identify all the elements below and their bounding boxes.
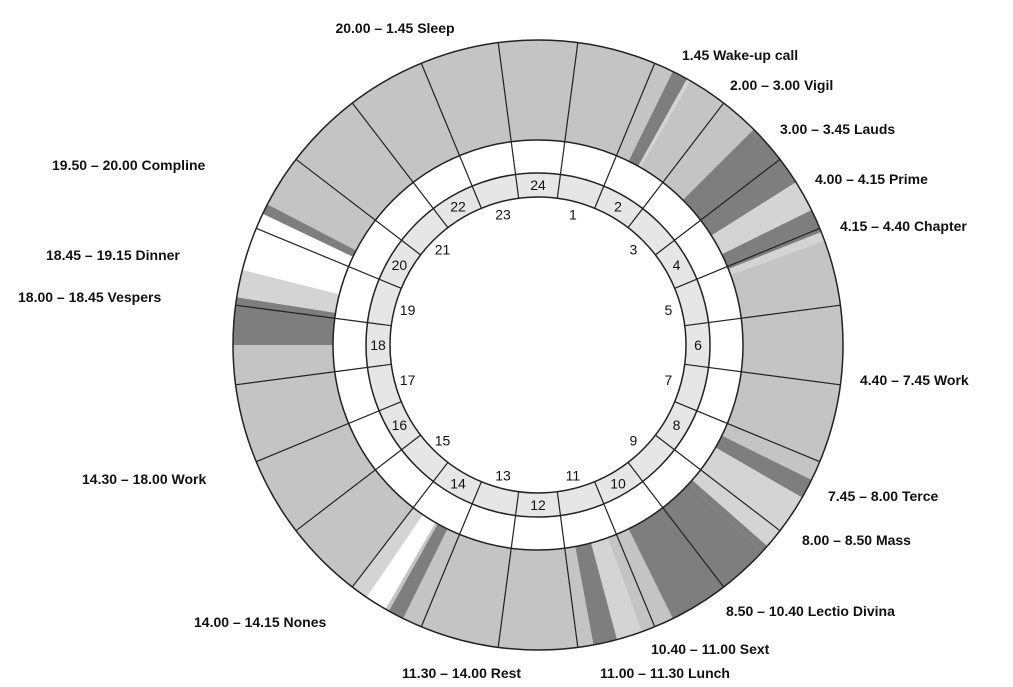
hour-spoke-11 xyxy=(594,481,656,628)
activity-segment-18 xyxy=(236,285,337,313)
hour-spoke-9 xyxy=(655,434,781,532)
hour-number-10: 10 xyxy=(610,476,626,492)
hour-spoke-13 xyxy=(497,491,520,648)
hour-spoke-24 xyxy=(497,42,520,199)
activity-labels: 20.00 – 1.45 Sleep 1.45 Wake-up call 2.0… xyxy=(18,20,969,681)
activity-label-work-morning: 4.40 – 7.45 Work xyxy=(860,372,969,388)
activity-label-nones: 14.00 – 14.15 Nones xyxy=(194,614,327,630)
activity-segment-10 xyxy=(688,480,768,553)
hour-number-17: 17 xyxy=(400,372,416,388)
activity-segment-6 xyxy=(721,210,822,270)
activity-segment-11 xyxy=(628,484,762,619)
activity-label-vigil: 2.00 – 3.00 Vigil xyxy=(730,77,833,93)
hour-number-19: 19 xyxy=(400,302,416,318)
hour-number-18: 18 xyxy=(370,337,386,353)
hour-spoke-12 xyxy=(556,491,579,648)
hour-number-16: 16 xyxy=(392,417,408,433)
activity-segment-14 xyxy=(388,523,448,619)
activity-label-vespers: 18.00 – 18.45 Vespers xyxy=(18,289,161,305)
hour-spoke-18 xyxy=(235,363,392,386)
hour-number-23: 23 xyxy=(495,207,511,223)
clock-rings xyxy=(232,39,844,651)
activity-segment-15 xyxy=(366,514,436,610)
hour-spoke-21 xyxy=(295,158,421,256)
activity-segment-2 xyxy=(682,129,796,236)
hour-number-14: 14 xyxy=(450,476,466,492)
activity-segment-4 xyxy=(715,192,808,250)
hour-number-15: 15 xyxy=(435,432,451,448)
activity-label-mass: 8.00 – 8.50 Mass xyxy=(802,532,911,548)
hour-number-5: 5 xyxy=(665,302,673,318)
activity-segment-17 xyxy=(233,297,336,345)
hour-number-3: 3 xyxy=(630,242,638,258)
activity-segment-9 xyxy=(692,447,803,547)
hour-number-1: 1 xyxy=(569,207,577,223)
hour-number-21: 21 xyxy=(435,242,451,258)
activity-segment-16 xyxy=(352,507,423,598)
hour-spoke-7 xyxy=(684,363,841,386)
hour-spoke-15 xyxy=(351,462,449,588)
activity-label-dinner: 18.45 – 19.15 Dinner xyxy=(46,247,180,263)
hour-number-8: 8 xyxy=(673,417,681,433)
hour-number-7: 7 xyxy=(665,372,673,388)
activity-label-sleep: 20.00 – 1.45 Sleep xyxy=(335,20,454,36)
hour-number-13: 13 xyxy=(495,467,511,483)
activity-segment-12 xyxy=(591,537,643,640)
hour-number-20: 20 xyxy=(392,257,408,273)
hour-spoke-6 xyxy=(684,304,841,327)
activity-label-sext: 10.40 – 11.00 Sext xyxy=(651,641,770,657)
hour-spoke-17 xyxy=(255,401,402,463)
activity-label-prime: 4.00 – 4.15 Prime xyxy=(815,171,928,187)
hour-spoke-10 xyxy=(627,462,725,588)
activity-segment-8 xyxy=(715,435,812,498)
hour-spokes xyxy=(235,42,841,648)
hour-spoke-1 xyxy=(556,42,579,199)
activity-label-work-afternoon: 14.30 – 18.00 Work xyxy=(82,471,206,487)
hour-spoke-19 xyxy=(235,304,392,327)
hour-spoke-2 xyxy=(594,62,656,209)
activity-segment-19 xyxy=(238,269,340,306)
hour-number-12: 12 xyxy=(530,497,546,513)
hour-spoke-22 xyxy=(351,102,449,228)
activity-segment-21 xyxy=(262,204,357,257)
activity-segment-3 xyxy=(711,182,803,243)
activity-segment-7 xyxy=(728,231,825,276)
outer-edge xyxy=(232,39,844,651)
activity-label-terce: 7.45 – 8.00 Terce xyxy=(828,488,938,504)
hour-spoke-16 xyxy=(295,434,421,532)
hour-number-4: 4 xyxy=(673,257,681,273)
hour-number-11: 11 xyxy=(566,467,581,483)
hour-spoke-8 xyxy=(674,401,821,463)
activity-segment-13 xyxy=(575,543,617,645)
hour-spoke-23 xyxy=(420,62,482,209)
hour-number-22: 22 xyxy=(450,198,466,214)
activity-segment-1 xyxy=(638,78,691,168)
activity-label-lunch: 11.00 – 11.30 Lunch xyxy=(600,665,730,681)
clock-center xyxy=(389,196,687,494)
activity-label-chapter: 4.15 – 4.40 Chapter xyxy=(840,218,967,234)
activity-segment-5 xyxy=(719,202,812,255)
hour-number-9: 9 xyxy=(630,432,638,448)
activity-segment-0 xyxy=(628,71,688,167)
hour-number-24: 24 xyxy=(530,177,546,193)
activity-label-wake-up-call: 1.45 Wake-up call xyxy=(682,47,798,63)
hour-spoke-14 xyxy=(420,481,482,628)
activity-label-rest: 11.30 – 14.00 Rest xyxy=(402,665,521,681)
activity-label-compline: 19.50 – 20.00 Compline xyxy=(52,157,206,173)
hour-spoke-5 xyxy=(674,227,821,289)
hour-number-6: 6 xyxy=(694,337,702,353)
activity-label-lauds: 3.00 – 3.45 Lauds xyxy=(780,121,895,137)
hour-number-2: 2 xyxy=(614,198,622,214)
hour-spoke-4 xyxy=(655,158,781,256)
activity-label-lectio-divina: 8.50 – 10.40 Lectio Divina xyxy=(726,603,895,619)
hour-spoke-20 xyxy=(255,227,402,289)
hour-spoke-3 xyxy=(627,102,725,228)
